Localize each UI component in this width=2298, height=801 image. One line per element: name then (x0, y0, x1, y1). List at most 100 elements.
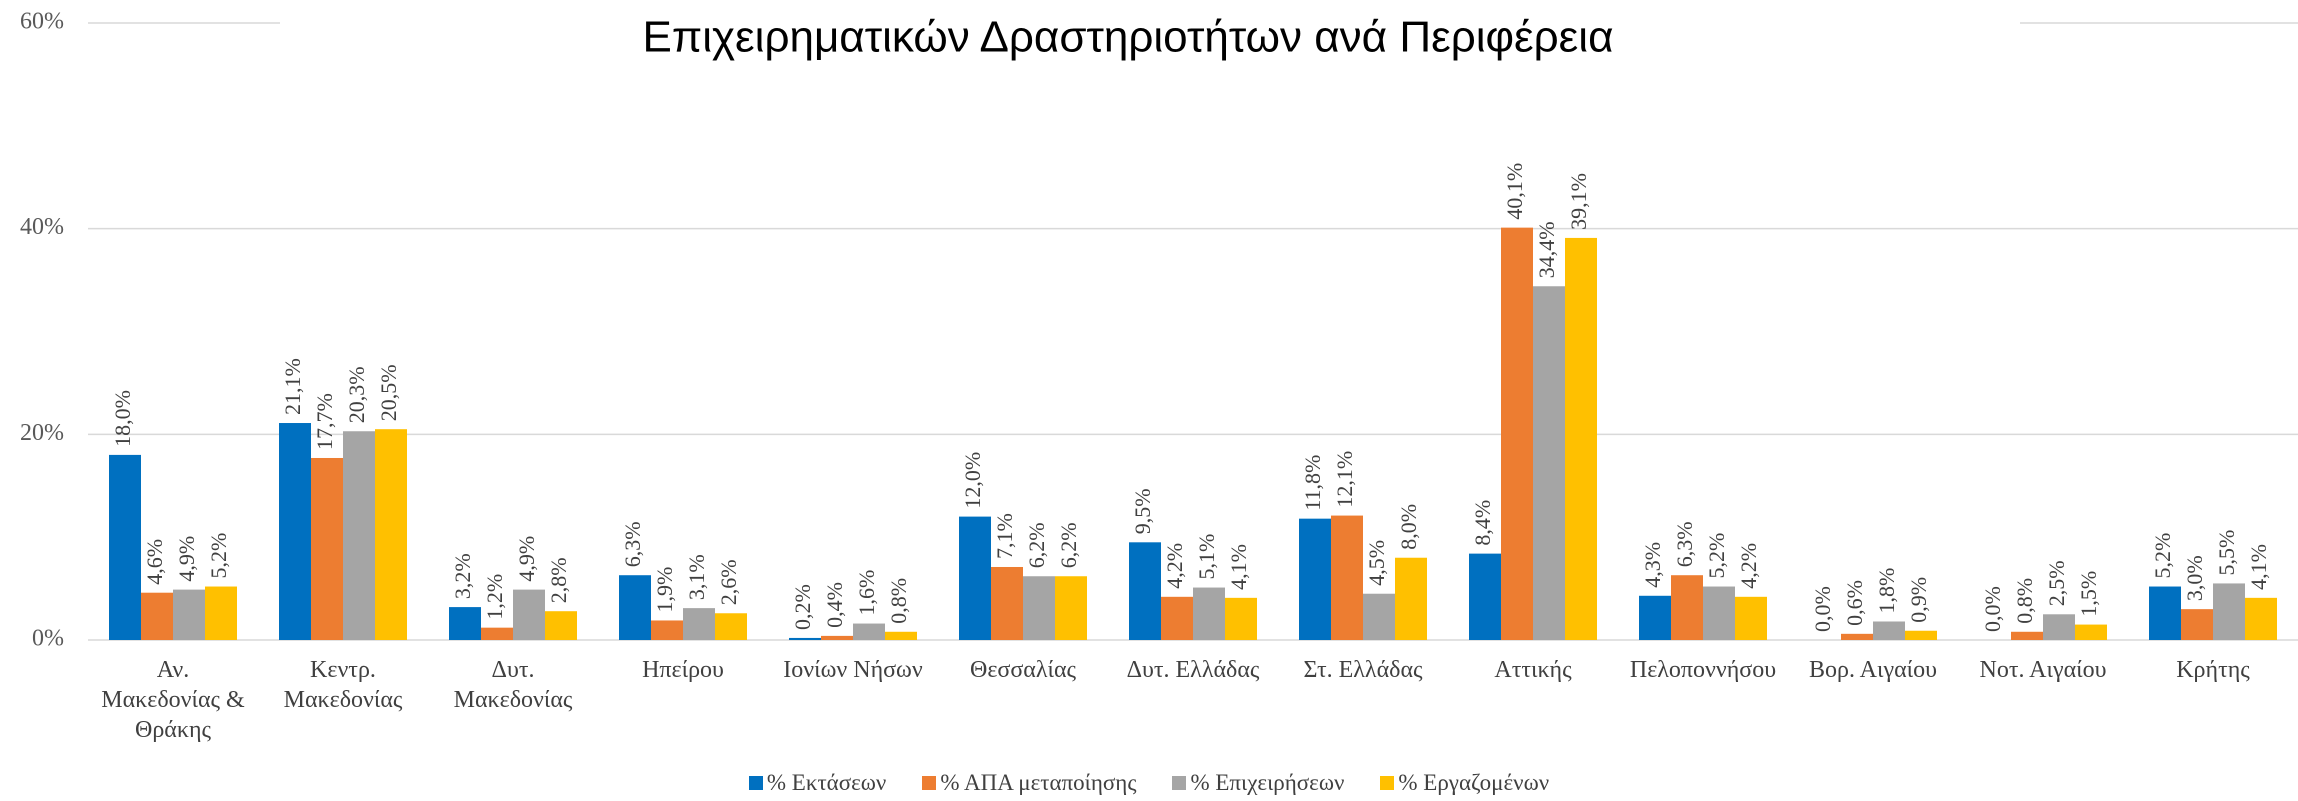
data-label: 1,8% (1874, 568, 1899, 614)
y-tick-label: 0% (32, 626, 64, 652)
bar (449, 607, 481, 640)
data-label: 3,1% (684, 554, 709, 600)
x-tick-label: Κρήτης (2176, 657, 2250, 683)
data-label: 5,5% (2214, 530, 2239, 576)
bar (109, 454, 141, 640)
legend-label: % Επιχειρήσεων (1190, 770, 1345, 795)
bar (1841, 633, 1873, 640)
bar (1331, 515, 1363, 640)
bar (481, 627, 513, 640)
legend-label: % Εργαζομένων (1398, 770, 1550, 795)
data-label: 5,2% (206, 533, 231, 579)
bar (205, 586, 237, 640)
bar (311, 457, 343, 640)
data-label: 0,2% (790, 584, 815, 630)
data-label: 3,2% (450, 553, 475, 599)
bar (1639, 595, 1671, 640)
data-label: 6,3% (1672, 521, 1697, 567)
data-label: 0,9% (1906, 577, 1931, 623)
x-tick-label: Αττικής (1494, 657, 1572, 683)
bar (959, 516, 991, 640)
data-label: 34,4% (1534, 221, 1559, 278)
bar (619, 575, 651, 640)
data-label: 0,8% (2012, 578, 2037, 624)
legend-swatch (748, 776, 763, 790)
x-tick-label: Πελοποννήσου (1629, 657, 1777, 683)
x-tick-label: Δυτ. Ελλάδας (1126, 657, 1260, 683)
data-label: 4,1% (2246, 544, 2271, 590)
data-label: 1,2% (482, 574, 507, 620)
data-label: 4,2% (1736, 543, 1761, 589)
y-tick-label: 40% (20, 214, 64, 240)
bar (1129, 542, 1161, 640)
bar (991, 566, 1023, 640)
legend-item: % ΑΠΑ μεταποίησης (922, 770, 1136, 796)
data-label: 0,0% (1810, 586, 1835, 632)
legend-item: % Εργαζομένων (1380, 770, 1549, 796)
bar (1055, 576, 1087, 640)
x-tick-label: Αν. Μακεδονίας & Θράκης (101, 657, 245, 743)
data-label: 1,9% (652, 567, 677, 613)
data-label: 0,6% (1842, 580, 1867, 626)
bar (1469, 553, 1501, 640)
bar (1023, 576, 1055, 640)
x-tick-label: Νοτ. Αιγαίου (1979, 657, 2107, 683)
bar (1225, 597, 1257, 640)
bar (1735, 596, 1767, 640)
legend-label: % ΑΠΑ μεταποίησης (940, 770, 1137, 795)
bar (1299, 518, 1331, 640)
data-label: 1,6% (854, 570, 879, 616)
legend-label: % Εκτάσεων (766, 770, 887, 795)
data-label: 20,5% (376, 364, 401, 421)
data-label: 40,1% (1502, 163, 1527, 220)
bar (1395, 557, 1427, 640)
data-label: 5,2% (1704, 533, 1729, 579)
bar (2181, 609, 2213, 640)
data-label: 7,1% (992, 513, 1017, 559)
x-tick-label: Στ. Ελλάδας (1303, 657, 1423, 683)
data-label: 21,1% (280, 358, 305, 415)
legend-swatch (1172, 776, 1187, 790)
bar (853, 623, 885, 640)
bar (1905, 630, 1937, 640)
bar (343, 431, 375, 640)
bar (885, 631, 917, 640)
data-label: 17,7% (312, 393, 337, 450)
data-label: 2,5% (2044, 560, 2069, 606)
bar (2213, 583, 2245, 640)
bar (1873, 621, 1905, 640)
data-label: 2,6% (716, 559, 741, 605)
legend-swatch (922, 776, 937, 790)
data-label: 2,8% (546, 557, 571, 603)
x-tick-label: Θεσσαλίας (969, 657, 1077, 683)
data-label: 4,9% (174, 536, 199, 582)
x-tick-label: Ηπείρου (642, 657, 724, 683)
bar (1565, 237, 1597, 640)
title-background (280, 5, 2020, 65)
bar (279, 423, 311, 640)
bar (821, 635, 853, 640)
x-tick-label: Ιονίων Νήσων (783, 657, 923, 683)
data-label: 12,1% (1332, 451, 1357, 508)
chart-title: Επιχειρηματικών Δραστηριοτήτων ανά Περιφ… (642, 13, 1613, 62)
data-label: 4,1% (1226, 544, 1251, 590)
bar (513, 589, 545, 640)
data-label: 4,2% (1162, 543, 1187, 589)
bar (375, 429, 407, 640)
legend: % Εκτάσεων % ΑΠΑ μεταποίησης % Επιχειρήσεω… (0, 770, 2298, 796)
bar (173, 589, 205, 640)
y-tick-label: 20% (20, 420, 64, 446)
data-label: 5,1% (1194, 534, 1219, 580)
bar (1671, 575, 1703, 640)
data-label: 3,0% (2182, 555, 2207, 601)
bar (141, 592, 173, 640)
x-tick-label: Βορ. Αιγαίου (1809, 657, 1937, 683)
bar (789, 637, 821, 640)
data-label: 11,8% (1300, 455, 1325, 511)
data-label: 6,3% (620, 521, 645, 567)
bar (1703, 586, 1735, 640)
bar (1501, 227, 1533, 640)
data-label: 6,2% (1056, 522, 1081, 568)
